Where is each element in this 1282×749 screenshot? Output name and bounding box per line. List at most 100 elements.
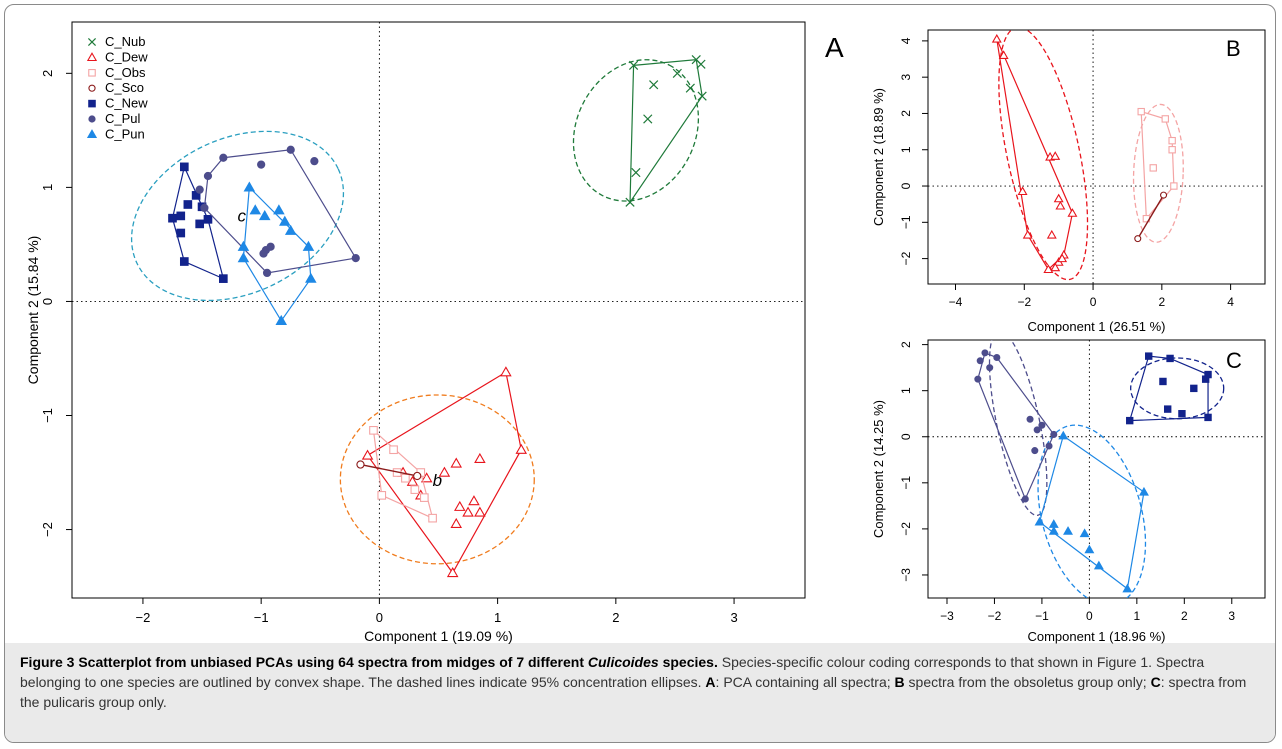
- data-point: [438, 466, 451, 477]
- caption-body-3: spectra from the obsoletus group only;: [904, 674, 1151, 690]
- y-tick-label-c: −1: [899, 476, 913, 490]
- data-point: [976, 357, 984, 365]
- x-tick-label-c: −2: [988, 609, 1002, 623]
- data-point: [1122, 583, 1133, 593]
- legend-marker: [88, 99, 96, 108]
- y-tick-label-b: 3: [899, 74, 913, 81]
- x-tick-label-c: 1: [1134, 609, 1141, 623]
- data-point: [361, 449, 374, 460]
- data-point: [998, 50, 1009, 59]
- caption-body-2: : PCA containing all spectra;: [715, 674, 895, 690]
- x-tick-label-a: 2: [612, 610, 619, 625]
- series-c-pul-a: [195, 145, 360, 278]
- plot-box-c: [927, 339, 1266, 599]
- x-tick-label-a: 1: [494, 610, 501, 625]
- panel-b: −4 −2 0 2 4 −2 −1 0 1 2 3 4 Component 1 (26.51 %) Com…: [871, 29, 1266, 334]
- data-point: [266, 242, 275, 251]
- data-point: [275, 314, 288, 326]
- data-point: [991, 33, 1002, 43]
- data-point: [243, 181, 256, 192]
- convex-hull: [1140, 110, 1175, 221]
- data-point: [428, 513, 437, 523]
- caption-title: Figure 3 Scatterplot from unbiased PCAs …: [20, 654, 588, 670]
- legend-marker: [88, 69, 96, 77]
- data-point: [1201, 375, 1210, 383]
- data-point: [401, 473, 410, 483]
- x-tick-label-b: −4: [949, 295, 963, 309]
- data-point: [993, 353, 1001, 362]
- data-point: [1134, 235, 1142, 243]
- data-point: [195, 219, 205, 229]
- x-axis-label-b: Component 1 (26.51 %): [1027, 319, 1165, 334]
- panel-a: −2 −1 0 1 2 3 −2 −1 0 1 2 Component 1 (19.09 %) Comp…: [25, 21, 844, 644]
- concentration-ellipse: [130, 130, 345, 302]
- caption-genus: Culicoides: [587, 654, 659, 670]
- data-point: [406, 475, 419, 486]
- legend-label: C_Sco: [105, 80, 144, 95]
- panel-label-c: C: [1226, 348, 1242, 373]
- data-point: [1137, 107, 1145, 116]
- data-point: [237, 240, 250, 251]
- data-point: [1048, 526, 1059, 535]
- y-axis-label-a: Component 2 (15.84 %): [25, 236, 41, 385]
- data-point: [1053, 193, 1064, 203]
- panel-c: −3 −2 −1 0 1 2 3 −3 −2 −1 0 1 2 Component 1 (18.96 %)…: [871, 339, 1266, 644]
- data-point: [1126, 416, 1134, 425]
- caption-ref-b: B: [894, 674, 905, 690]
- x-tick-label-a: 3: [730, 610, 737, 625]
- caption-ref-c: C: [1150, 674, 1161, 690]
- data-point: [474, 452, 486, 464]
- data-point: [237, 252, 250, 263]
- series-c-sco-a: [356, 460, 422, 481]
- data-point: [672, 68, 682, 78]
- data-point: [450, 457, 463, 468]
- legend-label: C_Pul: [105, 111, 141, 126]
- data-point: [1034, 516, 1045, 526]
- data-point: [1145, 352, 1153, 360]
- data-point: [643, 114, 653, 124]
- data-point: [450, 517, 463, 529]
- data-point: [1017, 186, 1028, 196]
- annotation-b: b: [433, 471, 442, 490]
- data-point: [625, 197, 635, 207]
- convex-hull: [1137, 194, 1165, 239]
- data-point: [279, 215, 291, 226]
- data-point: [218, 274, 228, 283]
- plot-box-b: [927, 29, 1266, 285]
- x-tick-label-b: 2: [1158, 295, 1165, 309]
- y-tick-label-b: −1: [899, 215, 913, 229]
- data-point: [696, 59, 706, 69]
- data-point: [176, 211, 186, 221]
- ellipses-b: [998, 30, 1184, 281]
- x-axis-label-a: Component 1 (19.09 %): [364, 628, 513, 644]
- convex-hull: [1038, 434, 1145, 590]
- y-tick-label-c: −2: [899, 522, 913, 536]
- y-tick-label-a: 1: [40, 184, 55, 191]
- data-point: [1138, 486, 1149, 496]
- legend-label: C_New: [105, 96, 148, 111]
- data-point: [262, 268, 272, 278]
- data-point: [1160, 191, 1168, 199]
- annotation-c: c: [238, 207, 247, 226]
- caption-body-4: : spectra from the pulicaris group only.: [20, 674, 1247, 710]
- data-point: [284, 224, 297, 235]
- convex-hull: [629, 58, 703, 205]
- data-point: [515, 443, 528, 454]
- data-point: [628, 60, 639, 70]
- data-point: [649, 80, 659, 90]
- data-point: [168, 213, 177, 223]
- figure-caption: Figure 3 Scatterplot from unbiased PCAs …: [20, 652, 1265, 712]
- data-point: [685, 83, 695, 93]
- data-point: [697, 91, 707, 101]
- y-tick-label-c: 2: [899, 341, 913, 348]
- data-point: [302, 240, 315, 251]
- data-point: [389, 445, 398, 455]
- data-point: [176, 228, 186, 238]
- series-c-pun-c: [1034, 430, 1149, 593]
- y-tick-label-b: 2: [899, 110, 913, 117]
- y-tick-label-a: −1: [40, 408, 55, 423]
- caption-background: [5, 643, 1275, 742]
- data-point: [1190, 384, 1198, 393]
